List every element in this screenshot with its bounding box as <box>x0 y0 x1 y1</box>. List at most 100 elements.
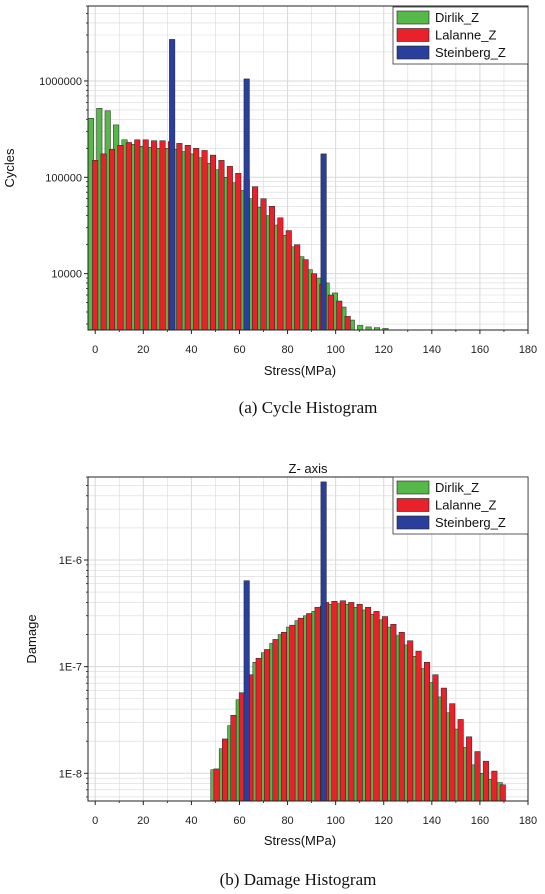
bar-lalanne-z <box>491 770 498 802</box>
bar-lalanne-z <box>92 160 99 331</box>
legend: Dirlik_Z Lalanne_Z Steinberg_Z <box>392 476 529 535</box>
bar-lalanne-z <box>365 607 372 802</box>
bar-lalanne-z <box>222 738 229 802</box>
x-tick-label: 140 <box>423 815 441 827</box>
y-axis-label: Cycles <box>2 148 17 188</box>
x-tick-label: 100 <box>326 815 344 827</box>
bar-lalanne-z <box>142 139 149 331</box>
x-tick-label: 160 <box>471 344 489 356</box>
bar-lalanne-z <box>117 145 124 331</box>
bar-lalanne-z <box>482 760 489 802</box>
bar-dirlik-z <box>357 325 364 331</box>
bar-lalanne-z <box>109 149 116 331</box>
x-tick-label: 80 <box>281 344 293 356</box>
bar-lalanne-z <box>210 154 217 331</box>
legend-swatch-dirlik-z <box>396 480 430 495</box>
bar-steinberg-z <box>169 39 176 331</box>
bar-lalanne-z <box>285 230 292 331</box>
bar-lalanne-z <box>390 623 397 802</box>
x-tick-label: 100 <box>326 344 344 356</box>
bar-lalanne-z <box>159 140 166 331</box>
legend-swatch-lalanne-z <box>396 498 430 512</box>
x-tick-label: 20 <box>137 815 149 827</box>
y-tick-label: 1E-6 <box>59 555 82 567</box>
bar-lalanne-z <box>398 632 405 802</box>
bar-lalanne-z <box>457 719 464 802</box>
bar-lalanne-z <box>373 611 380 802</box>
bar-lalanne-z <box>306 613 313 802</box>
bar-lalanne-z <box>277 217 284 331</box>
x-axis-label: Stress(MPa) <box>264 833 336 848</box>
bar-steinberg-z <box>243 78 250 331</box>
bar-lalanne-z <box>339 600 346 802</box>
bar-lalanne-z <box>268 206 275 331</box>
bar-lalanne-z <box>294 244 301 331</box>
damage-histogram-panel: 1E-8 1E-7 1E-6 0 20 40 60 80 100 120 140 160 180 Stre… <box>24 476 537 848</box>
y-axis-label: Damage <box>24 614 39 663</box>
x-axis-label: Stress(MPa) <box>264 363 336 378</box>
bar-lalanne-z <box>327 294 334 331</box>
caption-a: (a) Cycle Histogram <box>239 398 378 417</box>
cycle-histogram-panel: 10000 100000 1000000 0 20 40 60 80 100 120 140 160 1… <box>2 5 537 378</box>
bar-lalanne-z <box>252 186 259 331</box>
x-tick-label: 140 <box>423 344 441 356</box>
bar-lalanne-z <box>415 650 422 802</box>
x-tick-label: 120 <box>375 815 393 827</box>
legend: Dirlik_Z Lalanne_Z Steinberg_Z <box>392 6 529 65</box>
bar-lalanne-z <box>499 784 506 802</box>
axes-frame <box>87 476 529 802</box>
bar-steinberg-z <box>243 580 250 802</box>
legend-swatch-steinberg-z <box>396 45 430 60</box>
legend-swatch-dirlik-z <box>396 10 430 25</box>
bar-lalanne-z <box>134 139 141 331</box>
bar-lalanne-z <box>100 153 107 331</box>
bar-lalanne-z <box>424 661 431 802</box>
x-tick-label: 60 <box>233 344 245 356</box>
bars <box>210 481 506 802</box>
bar-lalanne-z <box>336 300 343 331</box>
x-tick-label: 0 <box>92 815 98 827</box>
legend-swatch-lalanne-z <box>396 28 430 42</box>
bar-steinberg-z <box>320 153 327 331</box>
x-tick-label: 180 <box>519 815 537 827</box>
y-tick-label: 10000 <box>51 269 82 281</box>
legend-label-steinberg-z: Steinberg_Z <box>435 45 506 60</box>
bar-lalanne-z <box>226 166 233 331</box>
caption-b: (b) Damage Histogram <box>220 870 377 889</box>
bar-lalanne-z <box>218 160 225 331</box>
bar-lalanne-z <box>344 316 351 331</box>
bar-lalanne-z <box>356 603 363 802</box>
bar-lalanne-z <box>407 640 414 802</box>
bar-lalanne-z <box>176 143 183 331</box>
axes-frame <box>87 5 529 331</box>
x-tick-label: 20 <box>137 344 149 356</box>
legend-label-steinberg-z: Steinberg_Z <box>435 515 506 530</box>
legend-label-lalanne-z: Lalanne_Z <box>435 28 496 43</box>
bar-lalanne-z <box>213 768 220 802</box>
x-tick-label: 120 <box>375 344 393 356</box>
bar-lalanne-z <box>184 145 191 331</box>
y-tick-label: 100000 <box>45 172 82 184</box>
bar-lalanne-z <box>235 173 242 331</box>
bar-lalanne-z <box>201 150 208 331</box>
bar-steinberg-z <box>320 481 327 802</box>
bar-lalanne-z <box>314 607 321 802</box>
bar-lalanne-z <box>297 617 304 802</box>
bar-lalanne-z <box>289 624 296 802</box>
bar-lalanne-z <box>432 674 439 802</box>
x-tick-label: 160 <box>471 815 489 827</box>
y-tick-label: 1000000 <box>39 76 82 88</box>
legend-label-lalanne-z: Lalanne_Z <box>435 498 496 513</box>
bar-lalanne-z <box>125 142 132 331</box>
x-tick-label: 40 <box>185 344 197 356</box>
bar-lalanne-z <box>440 687 447 802</box>
bar-lalanne-z <box>230 715 237 802</box>
bar-lalanne-z <box>193 148 200 331</box>
x-tick-label: 40 <box>185 815 197 827</box>
middle-title: Z- axis <box>289 461 329 476</box>
legend-label-dirlik-z: Dirlik_Z <box>435 10 479 25</box>
bar-lalanne-z <box>264 649 271 802</box>
bar-lalanne-z <box>449 703 456 802</box>
bar-lalanne-z <box>255 657 262 802</box>
bar-lalanne-z <box>466 736 473 802</box>
